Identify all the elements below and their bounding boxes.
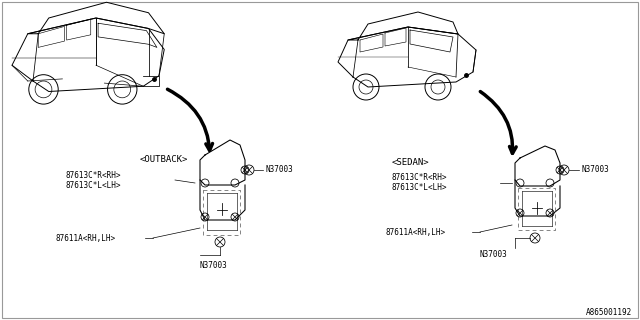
Text: <SEDAN>: <SEDAN> xyxy=(392,158,429,167)
Text: 87613C*L<LH>: 87613C*L<LH> xyxy=(392,183,447,193)
Text: 87613C*R<RH>: 87613C*R<RH> xyxy=(65,171,120,180)
Text: N37003: N37003 xyxy=(480,250,508,259)
Text: N37003: N37003 xyxy=(200,261,228,270)
Text: 87613C*R<RH>: 87613C*R<RH> xyxy=(392,173,447,182)
Text: <OUTBACK>: <OUTBACK> xyxy=(140,155,188,164)
Text: A865001192: A865001192 xyxy=(586,308,632,317)
Text: N37003: N37003 xyxy=(581,165,609,174)
Text: 87611A<RH,LH>: 87611A<RH,LH> xyxy=(385,228,445,236)
Text: N37003: N37003 xyxy=(265,165,292,174)
Text: 87611A<RH,LH>: 87611A<RH,LH> xyxy=(55,234,115,243)
Text: 87613C*L<LH>: 87613C*L<LH> xyxy=(65,180,120,189)
